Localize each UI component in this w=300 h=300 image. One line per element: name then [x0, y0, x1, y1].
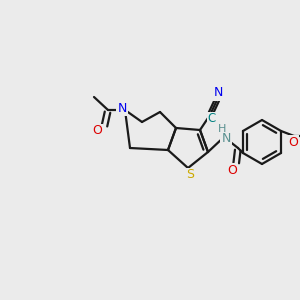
Text: N: N	[117, 101, 127, 115]
Text: O: O	[227, 164, 237, 176]
Text: N: N	[213, 86, 223, 100]
Text: C: C	[208, 112, 216, 125]
Text: H: H	[218, 124, 226, 134]
Text: S: S	[186, 169, 194, 182]
Text: O: O	[92, 124, 102, 137]
Text: O: O	[288, 136, 298, 148]
Text: N: N	[221, 133, 231, 146]
